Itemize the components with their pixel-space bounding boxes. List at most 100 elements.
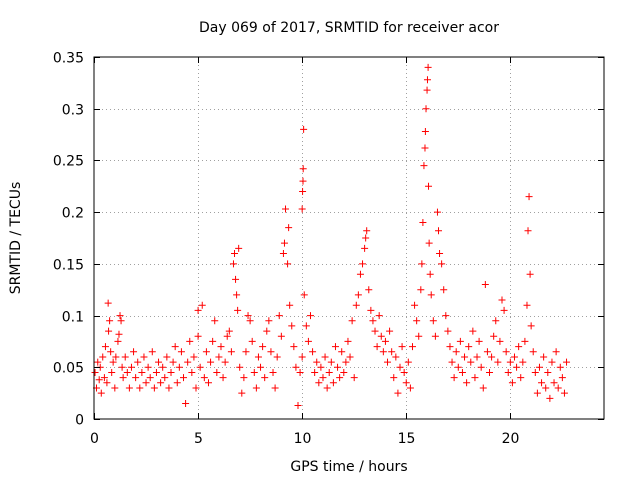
data-point [298,205,306,213]
data-point [531,368,539,376]
data-point [367,306,375,314]
data-point [544,368,552,376]
data-point [465,343,473,351]
data-point [300,125,308,133]
data-point [500,306,508,314]
data-point [431,332,439,340]
data-point [444,327,452,335]
data-point [134,358,142,366]
data-point [336,374,344,382]
data-point [302,322,310,330]
data-point [288,322,296,330]
data-point [269,368,277,376]
data-point [373,343,381,351]
data-point [400,368,408,376]
data-point [248,337,256,345]
data-point [254,353,262,361]
data-point [159,363,167,371]
data-point [150,384,158,392]
data-point [504,368,512,376]
data-point [118,363,126,371]
data-point [329,379,337,387]
data-point [498,296,506,304]
data-point [99,353,107,361]
data-point [425,239,433,247]
data-point [146,374,154,382]
data-point [130,348,138,356]
data-point [231,250,239,258]
data-points [91,63,571,410]
data-point [285,224,293,232]
data-point [433,208,441,216]
data-point [521,337,529,345]
data-point [546,394,554,402]
y-tick-label: 0.25 [53,154,84,170]
data-point [406,384,414,392]
data-point [194,332,202,340]
data-point [117,317,125,325]
data-point [138,368,146,376]
data-point [423,86,431,94]
data-point [157,379,165,387]
data-point [112,353,120,361]
data-point [261,374,269,382]
data-point [277,332,285,340]
data-point [213,368,221,376]
data-point [136,384,144,392]
data-point [236,363,244,371]
data-point [506,358,514,366]
data-point [540,353,548,361]
data-point [467,358,475,366]
data-point [418,260,426,268]
data-point [352,301,360,309]
data-point [535,363,543,371]
data-point [246,317,254,325]
y-tick-label: 0 [75,413,84,429]
data-point [538,379,546,387]
data-point [259,343,267,351]
data-point [177,348,185,356]
data-point [526,270,534,278]
data-point [369,317,377,325]
data-point [103,379,111,387]
data-point [161,374,169,382]
data-point [257,363,265,371]
data-point [188,368,196,376]
data-point [494,358,502,366]
data-point [394,389,402,397]
data-point [311,368,319,376]
data-point [235,244,243,252]
data-point [411,301,419,309]
data-point [327,358,335,366]
data-point [563,358,571,366]
data-point [340,368,348,376]
data-point [114,337,122,345]
data-point [479,384,487,392]
data-point [296,368,304,376]
data-point [233,291,241,299]
data-point [496,337,504,345]
data-point [492,317,500,325]
data-point [219,374,227,382]
data-point [461,353,469,361]
data-point [361,244,369,252]
data-point [238,389,246,397]
data-point [513,363,521,371]
data-point [244,312,252,320]
y-tick-label: 0.3 [62,103,84,119]
data-point [225,327,233,335]
data-point [275,312,283,320]
x-tick-label: 0 [90,431,99,447]
data-point [109,358,117,366]
data-point [423,76,431,84]
data-point [111,384,119,392]
data-point [342,358,350,366]
data-point [265,317,273,325]
data-point [229,260,237,268]
data-point [529,348,537,356]
data-point [286,301,294,309]
data-point [319,374,327,382]
data-point [435,227,443,235]
data-point [165,384,173,392]
data-point [519,358,527,366]
